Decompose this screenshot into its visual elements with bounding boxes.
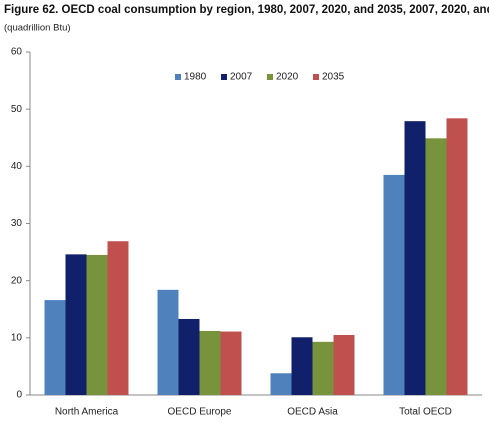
bar <box>178 318 200 395</box>
bar <box>107 241 129 395</box>
bar <box>157 289 179 395</box>
bar <box>404 121 426 396</box>
chart-title: Figure 62. OECD coal consumption by regi… <box>4 4 489 16</box>
y-tick-label: 60 <box>11 47 23 58</box>
bar <box>425 138 447 396</box>
legend-label: 1980 <box>184 72 207 83</box>
legend-swatch <box>175 74 181 80</box>
bar <box>220 331 242 395</box>
legend-label: 2007 <box>230 72 253 83</box>
x-tick-label: OECD Europe <box>168 407 232 418</box>
chart-subtitle: (quadrillion Btu) <box>4 23 71 34</box>
bar <box>86 254 108 395</box>
y-tick-label: 20 <box>11 275 23 286</box>
bar <box>270 373 292 395</box>
y-tick-label: 30 <box>11 218 23 229</box>
legend-label: 2020 <box>276 72 299 83</box>
x-tick-label: Total OECD <box>399 407 452 418</box>
bar <box>383 174 405 395</box>
bar <box>291 337 313 395</box>
bar <box>199 330 221 395</box>
legend-swatch <box>313 74 319 80</box>
y-tick-label: 50 <box>11 104 23 115</box>
legend-swatch <box>267 74 273 80</box>
bar <box>65 254 87 395</box>
bar <box>333 334 355 395</box>
y-tick-label: 40 <box>11 161 23 172</box>
x-tick-label: North America <box>55 407 119 418</box>
legend-swatch <box>221 74 227 80</box>
legend-label: 2035 <box>322 72 345 83</box>
bar <box>446 118 468 396</box>
x-tick-label: OECD Asia <box>287 407 338 418</box>
bar <box>44 300 66 395</box>
y-tick-label: 10 <box>11 332 23 343</box>
bar <box>312 341 334 395</box>
y-tick-label: 0 <box>16 390 22 401</box>
